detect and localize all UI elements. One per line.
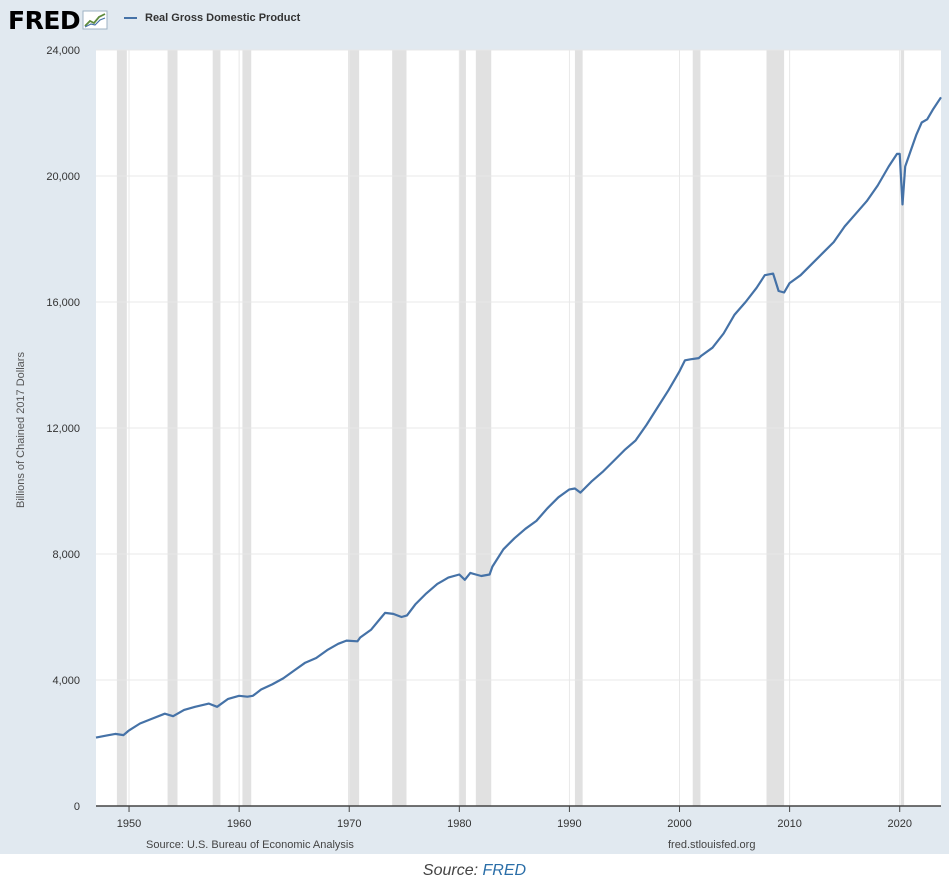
figure-caption: Source: FRED [0,862,949,880]
y-tick-label: 8,000 [52,549,80,561]
x-tick-label: 1950 [117,818,141,830]
legend-label: Real Gross Domestic Product [145,12,301,24]
caption-prefix: Source: [422,862,483,879]
x-axis: 1950 1960 1970 1980 1990 2000 2010 2020 [117,806,912,830]
x-tick-label: 1970 [337,818,361,830]
legend-swatch [124,17,137,19]
caption-fred-link[interactable]: FRED [482,862,527,879]
x-tick-label: 2010 [777,818,801,830]
gridlines [96,49,941,806]
y-tick-label: 16,000 [46,297,80,309]
fred-chart-icon [82,10,108,30]
y-axis-label: Billions of Chained 2017 Dollars [15,352,27,508]
y-tick-label: 12,000 [46,423,80,435]
y-tick-label: 0 [74,801,80,813]
x-tick-label: 1990 [557,818,581,830]
fred-logo[interactable]: FRED [8,4,108,36]
x-tick-label: 2020 [887,818,911,830]
y-tick-label: 20,000 [46,171,80,183]
y-axis: 0 4,000 8,000 12,000 16,000 20,000 24,000 [46,45,80,813]
series-line-real-gdp[interactable] [95,96,942,739]
chart-legend[interactable]: Real Gross Domestic Product [124,12,300,24]
y-tick-label: 4,000 [52,675,80,687]
x-tick-label: 1960 [227,818,251,830]
fred-site-link[interactable]: fred.stlouisfed.org [668,839,756,851]
y-tick-label: 24,000 [46,45,80,57]
series-layer [95,96,942,739]
x-tick-label: 2000 [667,818,691,830]
gdp-line-chart: 1950 1960 1970 1980 1990 2000 2010 2020 0 4,000 8… [46,45,942,830]
fred-logo-text: FRED [8,5,81,35]
x-tick-label: 1980 [447,818,471,830]
source-attribution: Source: U.S. Bureau of Economic Analysis [146,839,354,851]
